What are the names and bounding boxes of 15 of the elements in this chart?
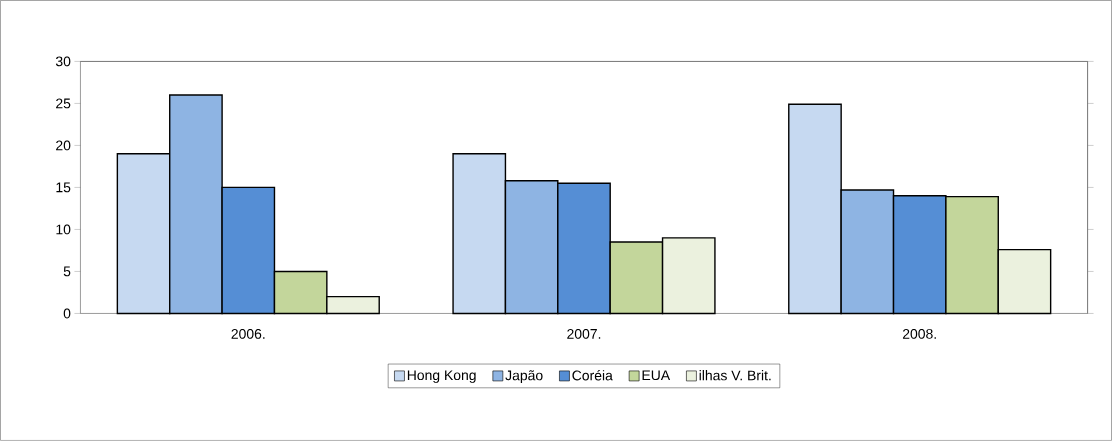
legend-label: Coréia (572, 370, 613, 381)
y-tick-label: 0 (63, 308, 71, 319)
legend-label: ilhas V. Brit. (699, 370, 771, 381)
y-tick-label: 10 (56, 224, 71, 235)
x-tick-label: 2007. (567, 329, 601, 339)
y-tick-label: 20 (56, 140, 71, 151)
y-tick-label: 30 (55, 56, 71, 67)
y-tick-label: 25 (56, 98, 71, 109)
legend-label: Japão (505, 370, 543, 384)
x-tick-label: 2008. (902, 329, 936, 339)
x-tick-label: 2006. (231, 329, 265, 339)
y-tick-label: 5 (63, 266, 71, 277)
legend-label: Hong Kong (407, 370, 476, 383)
legend-label: EUA (642, 370, 671, 381)
y-tick-label: 15 (56, 182, 71, 193)
